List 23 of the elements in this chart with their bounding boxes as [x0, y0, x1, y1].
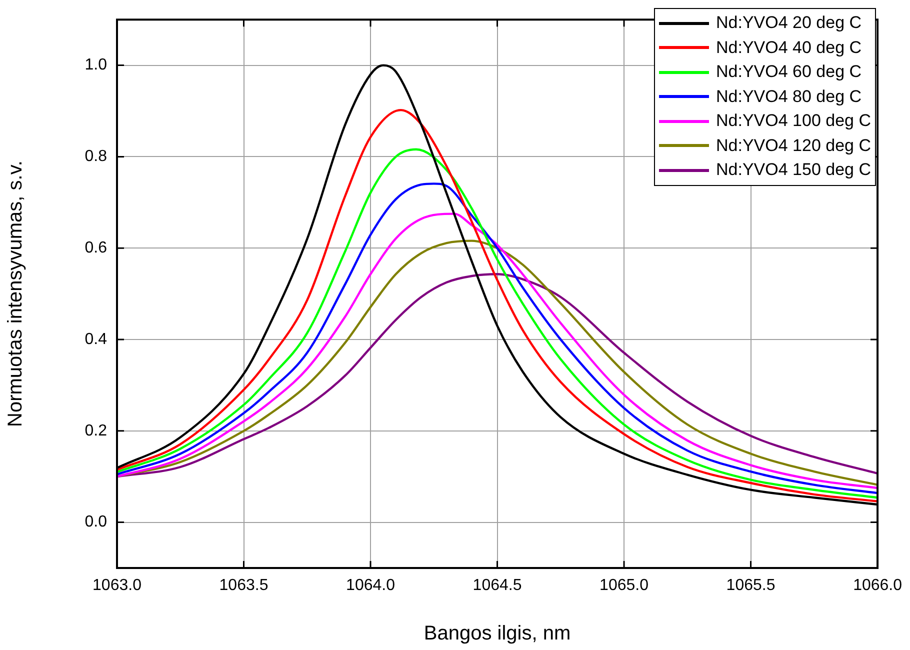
legend-label: Nd:YVO4 60 deg C	[716, 61, 862, 83]
y-tick-label: 0.4	[84, 330, 108, 348]
y-tick-label: 0.8	[84, 148, 108, 166]
x-tick-label: 1063.0	[92, 577, 142, 594]
legend-label: Nd:YVO4 100 deg C	[716, 110, 871, 132]
x-tick-label: 1063.5	[219, 577, 268, 594]
x-tick-label: 1065.0	[600, 577, 649, 594]
x-tick-label: 1064.0	[346, 577, 396, 594]
legend-label: Nd:YVO4 80 deg C	[716, 86, 862, 108]
legend-label: Nd:YVO4 150 deg C	[716, 159, 871, 181]
y-tick-label: 0.2	[84, 422, 108, 440]
x-tick-label: 1065.5	[726, 577, 776, 594]
y-axis-title: Normuotas intensyvumas, s.v.	[4, 160, 27, 427]
legend-label: Nd:YVO4 40 deg C	[716, 36, 862, 58]
x-tick-label: 1064.5	[472, 577, 522, 594]
line-series	[117, 273, 878, 478]
x-axis-title: Bangos ilgis, nm	[424, 622, 571, 645]
y-tick-label: 0.6	[84, 240, 108, 257]
y-tick-label: 1.0	[84, 56, 108, 74]
y-tick-label: 0.0	[84, 514, 108, 531]
legend-label: Nd:YVO4 20 deg C	[716, 12, 862, 34]
x-tick-label: 1066.0	[853, 577, 902, 594]
legend-label: Nd:YVO4 120 deg C	[716, 134, 871, 156]
